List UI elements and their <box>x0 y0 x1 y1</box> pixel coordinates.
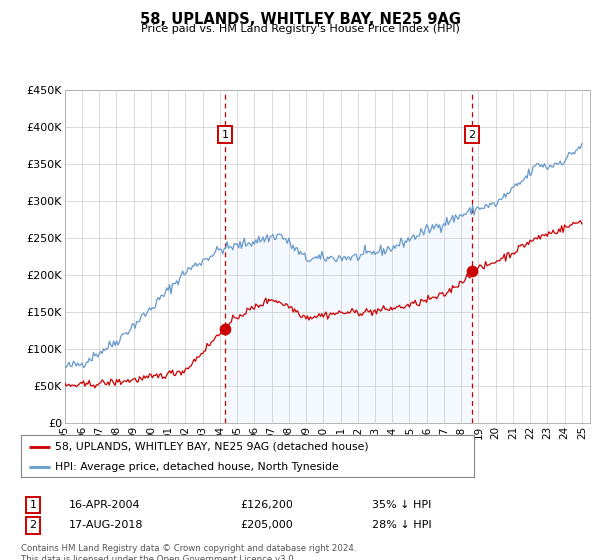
Text: 58, UPLANDS, WHITLEY BAY, NE25 9AG (detached house): 58, UPLANDS, WHITLEY BAY, NE25 9AG (deta… <box>55 442 368 452</box>
Text: HPI: Average price, detached house, North Tyneside: HPI: Average price, detached house, Nort… <box>55 461 339 472</box>
Text: 1: 1 <box>29 500 37 510</box>
Point <box>467 267 477 276</box>
Text: 58, UPLANDS, WHITLEY BAY, NE25 9AG: 58, UPLANDS, WHITLEY BAY, NE25 9AG <box>139 12 461 27</box>
Text: £205,000: £205,000 <box>240 520 293 530</box>
Text: Price paid vs. HM Land Registry's House Price Index (HPI): Price paid vs. HM Land Registry's House … <box>140 24 460 34</box>
Text: 2: 2 <box>469 129 476 139</box>
Text: 35% ↓ HPI: 35% ↓ HPI <box>372 500 431 510</box>
Text: 16-APR-2004: 16-APR-2004 <box>69 500 140 510</box>
Text: 28% ↓ HPI: 28% ↓ HPI <box>372 520 431 530</box>
Text: £126,200: £126,200 <box>240 500 293 510</box>
Text: 17-AUG-2018: 17-AUG-2018 <box>69 520 143 530</box>
Text: Contains HM Land Registry data © Crown copyright and database right 2024.
This d: Contains HM Land Registry data © Crown c… <box>21 544 356 560</box>
Point <box>220 325 230 334</box>
Text: 2: 2 <box>29 520 37 530</box>
Text: 1: 1 <box>221 129 229 139</box>
